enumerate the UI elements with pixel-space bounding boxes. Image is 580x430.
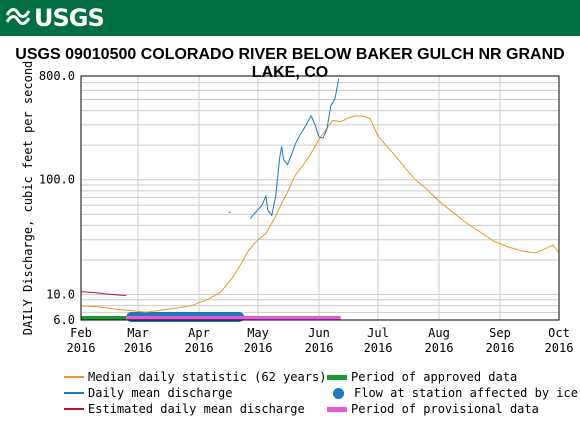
usgs-banner: USGS (0, 0, 580, 36)
x-tick-year: 2016 (185, 341, 214, 355)
legend-item-median: Median daily statistic (62 years) (64, 370, 326, 384)
x-tick-year: 2016 (545, 341, 574, 355)
chart-title: USGS 09010500 COLORADO RIVER BELOW BAKER… (15, 46, 565, 81)
y-tick-label: 6.0 (53, 313, 75, 327)
x-tick-year: 2016 (425, 341, 454, 355)
y-axis-label: DAILY Discharge, cubic feet per second (21, 61, 35, 336)
legend-swatch-estimated (64, 408, 84, 410)
x-tick-month: Oct (548, 326, 570, 340)
usgs-logo-text: USGS (34, 4, 105, 32)
estimated-line (80, 291, 127, 296)
y-tick-label: 800.0 (39, 69, 75, 83)
grid-lines (80, 75, 560, 321)
x-tick-labels: Feb2016Mar2016Apr2016May2016Jun2016Jul20… (67, 326, 574, 355)
x-tick-year: 2016 (124, 341, 153, 355)
provisional-period-bar (126, 316, 341, 320)
x-tick-month: Jul (367, 326, 389, 340)
x-tick-year: 2016 (244, 341, 273, 355)
daily-mean-line (249, 78, 340, 219)
plot-frame (80, 75, 560, 321)
legend-label-median: Median daily statistic (62 years) (88, 370, 327, 384)
plot-border (80, 75, 560, 321)
legend-label-provisional: Period of provisional data (351, 402, 539, 416)
x-tick-month: Sep (489, 326, 511, 340)
x-tick-year: 2016 (486, 341, 515, 355)
legend-label-daily-mean: Daily mean discharge (88, 386, 233, 400)
legend-item-provisional: Period of provisional data (327, 402, 539, 416)
legend-label-estimated: Estimated daily mean discharge (88, 402, 305, 416)
legend-swatch-median (64, 376, 84, 378)
legend-ice-dot-icon (333, 387, 344, 399)
y-tick-labels: 6.0 10.0 100.0 800.0 (39, 69, 75, 327)
legend-item-ice: Flow at station affected by ice (327, 386, 578, 400)
legend-swatch-daily-mean (64, 392, 84, 394)
x-tick-month: Apr (188, 326, 210, 340)
x-tick-month: May (247, 326, 269, 340)
legend-swatch-approved (327, 374, 347, 380)
x-tick-month: Mar (127, 326, 149, 340)
x-tick-month: Jun (308, 326, 330, 340)
legend-label-approved: Period of approved data (351, 370, 518, 384)
x-tick-month: Aug (428, 326, 450, 340)
series-lines (80, 78, 560, 313)
approved-period-bar (81, 316, 127, 320)
legend-item-estimated: Estimated daily mean discharge (64, 402, 305, 416)
x-tick-month: Feb (70, 326, 92, 340)
usgs-wave-icon (6, 8, 30, 25)
x-tick-year: 2016 (67, 341, 96, 355)
usgs-logo[interactable]: USGS (6, 4, 105, 32)
legend-swatch-provisional (327, 406, 347, 412)
x-tick-year: 2016 (364, 341, 393, 355)
legend-label-ice: Flow at station affected by ice (354, 386, 578, 400)
legend-item-approved: Period of approved data (327, 370, 517, 384)
legend-item-daily-mean: Daily mean discharge (64, 386, 233, 400)
x-tick-year: 2016 (305, 341, 334, 355)
median-line (80, 115, 560, 313)
y-tick-label: 100.0 (39, 173, 75, 187)
y-tick-label: 10.0 (46, 288, 75, 302)
